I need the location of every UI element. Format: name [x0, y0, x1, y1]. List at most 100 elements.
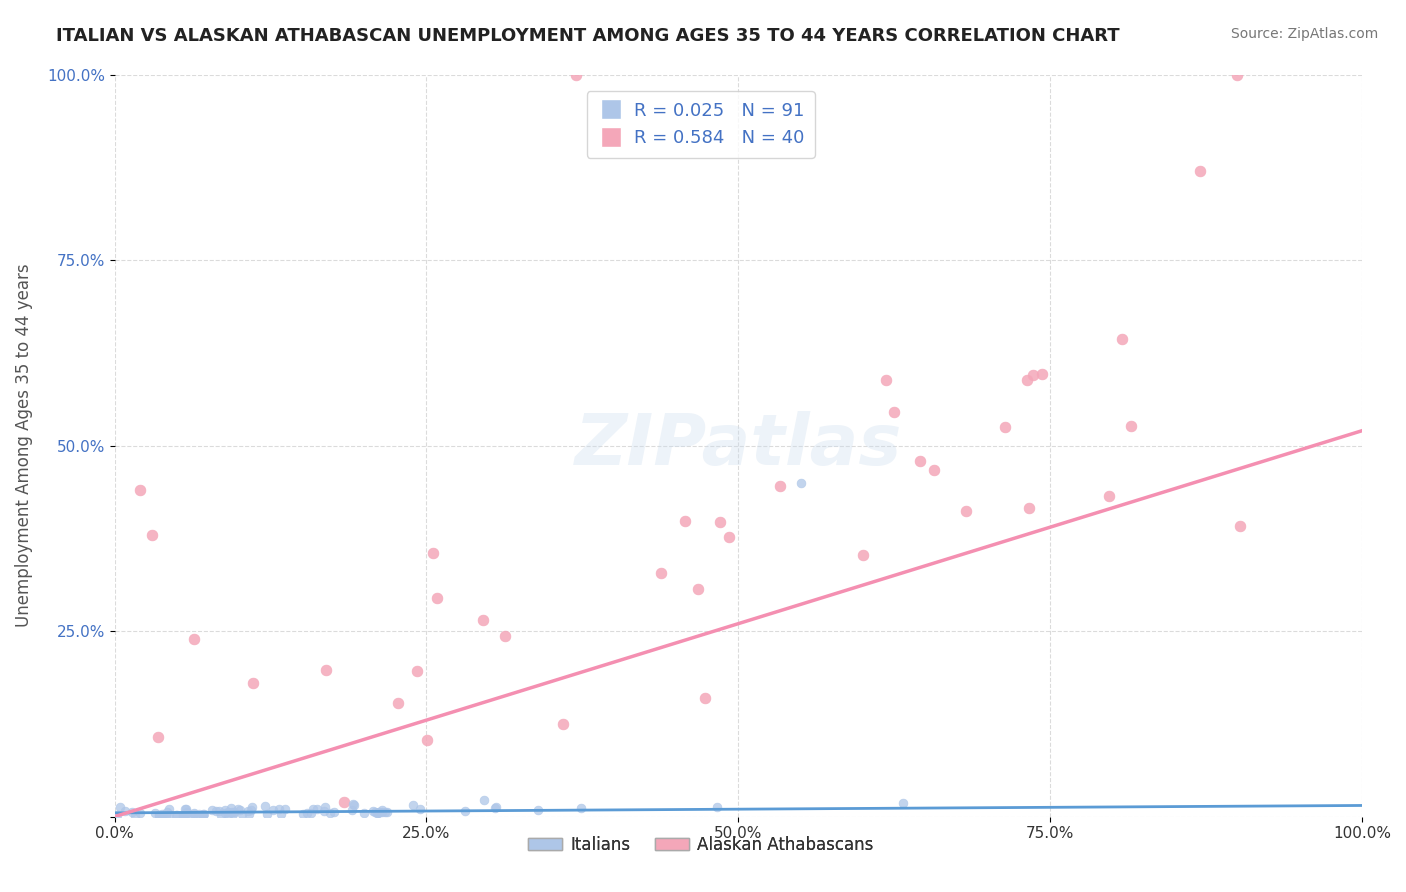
Point [229, 803, 252, 817]
Point [270, 806, 292, 821]
Point [484, 801, 506, 815]
Point [706, 800, 728, 814]
Point [302, 802, 325, 816]
Point [187, 806, 209, 821]
Point [891, 796, 914, 810]
Point [319, 805, 342, 820]
Point [409, 802, 432, 816]
Point [157, 806, 180, 821]
Point [150, 807, 173, 822]
Text: Source: ZipAtlas.com: Source: ZipAtlas.com [1230, 27, 1378, 41]
Point [422, 546, 444, 560]
Point [240, 800, 263, 814]
Point [367, 805, 389, 820]
Point [176, 805, 198, 820]
Point [994, 419, 1017, 434]
Point [485, 800, 508, 814]
Point [883, 405, 905, 419]
Point [193, 807, 215, 822]
Point [242, 675, 264, 690]
Point [121, 805, 143, 820]
Point [342, 797, 364, 811]
Point [141, 527, 163, 541]
Point [312, 804, 335, 818]
Point [364, 805, 387, 819]
Point [240, 803, 263, 817]
Point [789, 475, 811, 490]
Point [143, 806, 166, 821]
Point [323, 805, 346, 820]
Point [129, 806, 152, 821]
Point [769, 479, 792, 493]
Point [1022, 368, 1045, 383]
Point [191, 808, 214, 822]
Point [343, 797, 366, 812]
Point [214, 805, 236, 820]
Point [852, 549, 875, 563]
Point [201, 803, 224, 817]
Point [494, 629, 516, 643]
Point [236, 805, 259, 819]
Point [333, 795, 356, 809]
Point [367, 805, 389, 819]
Point [553, 717, 575, 731]
Point [226, 802, 249, 816]
Point [368, 805, 391, 819]
Point [172, 808, 194, 822]
Point [231, 806, 253, 821]
Point [176, 806, 198, 821]
Point [305, 802, 328, 816]
Point [387, 696, 409, 710]
Y-axis label: Unemployment Among Ages 35 to 44 years: Unemployment Among Ages 35 to 44 years [15, 264, 32, 627]
Point [174, 802, 197, 816]
Point [471, 613, 494, 627]
Point [110, 799, 132, 814]
Point [217, 805, 239, 819]
Point [315, 663, 337, 677]
Point [179, 807, 201, 822]
Point [114, 805, 136, 819]
Point [217, 807, 239, 822]
Point [214, 803, 236, 817]
Point [222, 805, 245, 820]
Point [340, 803, 363, 817]
Point [375, 805, 398, 819]
Point [371, 805, 394, 820]
Point [173, 807, 195, 822]
Point [183, 632, 205, 647]
Point [191, 806, 214, 821]
Point [1188, 164, 1211, 178]
Point [165, 808, 187, 822]
Point [183, 806, 205, 821]
Point [124, 809, 146, 823]
Point [569, 801, 592, 815]
Point [209, 808, 232, 822]
Point [416, 732, 439, 747]
Point [128, 483, 150, 497]
Point [155, 805, 177, 819]
Point [374, 805, 396, 820]
Point [353, 805, 375, 820]
Point [273, 802, 295, 816]
Point [366, 805, 388, 820]
Point [405, 664, 427, 678]
Point [155, 808, 177, 822]
Point [146, 730, 169, 744]
Point [150, 807, 173, 822]
Point [191, 807, 214, 822]
Point [219, 801, 242, 815]
Point [1229, 519, 1251, 533]
Point [222, 806, 245, 821]
Point [267, 802, 290, 816]
Point [688, 582, 710, 596]
Point [256, 806, 278, 821]
Point [254, 798, 277, 813]
Point [204, 804, 226, 818]
Point [454, 805, 477, 819]
Point [1018, 500, 1040, 515]
Point [299, 805, 322, 820]
Point [371, 803, 394, 817]
Point [718, 530, 741, 544]
Point [157, 802, 180, 816]
Point [166, 808, 188, 822]
